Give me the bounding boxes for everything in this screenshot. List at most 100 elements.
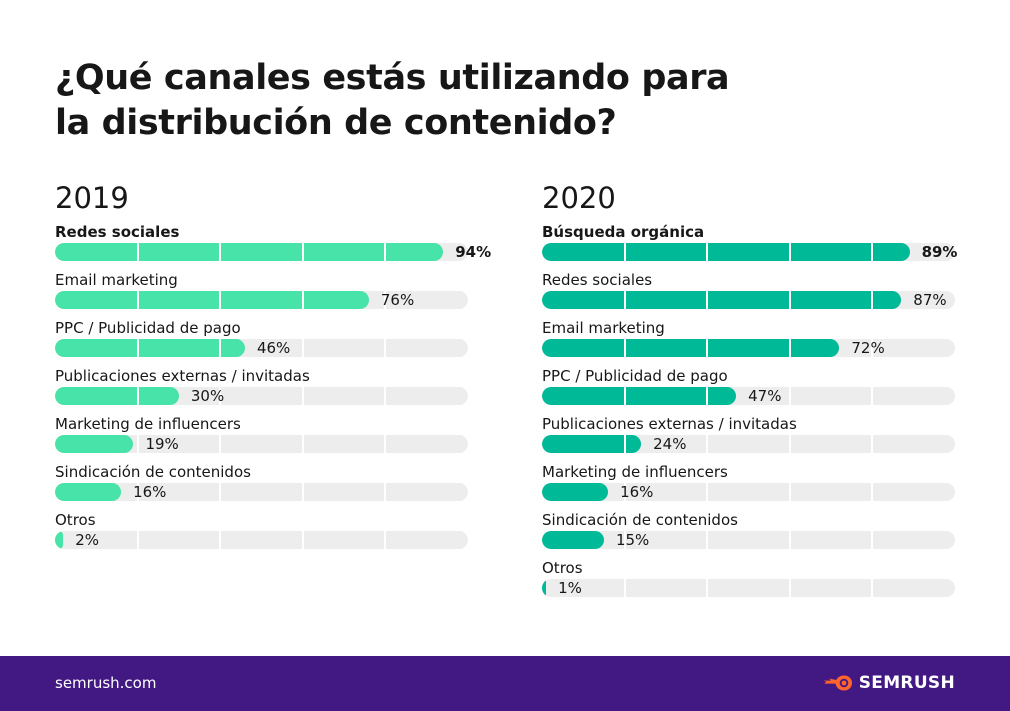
gridline bbox=[623, 483, 626, 501]
bar-label: Publicaciones externas / invitadas bbox=[542, 415, 797, 433]
bar bbox=[55, 435, 134, 453]
gridline bbox=[384, 435, 387, 453]
gridline bbox=[219, 483, 222, 501]
chart-2020-bars: Búsqueda orgánica 89% Redes sociales 87% Ema… bbox=[542, 220, 958, 604]
bar-label: Sindicación de contenidos bbox=[542, 511, 738, 529]
bar-row-2020: Marketing de influencers 16% bbox=[542, 460, 955, 508]
chart-2019-bars: Redes sociales 94% Email marketing 76% PPC /… bbox=[55, 220, 491, 556]
gridline bbox=[788, 243, 791, 261]
gridline bbox=[871, 435, 874, 453]
bar-label: PPC / Publicidad de pago bbox=[542, 367, 728, 385]
gridline bbox=[871, 531, 874, 549]
bar-track bbox=[55, 243, 468, 261]
footer-site-link[interactable]: semrush.com bbox=[55, 674, 157, 692]
bar-row-2019: Otros 2% bbox=[55, 508, 468, 556]
gridline bbox=[384, 291, 387, 309]
bar-label: Otros bbox=[55, 511, 96, 529]
bar-track bbox=[55, 435, 468, 453]
chart-2019: 2019 Redes sociales 94% Email marketing 76%… bbox=[55, 180, 491, 556]
bar-value-label: 16% bbox=[133, 483, 167, 501]
bar-track bbox=[55, 291, 468, 309]
title-line-2: la distribución de contenido? bbox=[55, 103, 617, 143]
bar bbox=[542, 531, 604, 549]
gridline bbox=[301, 339, 304, 357]
bar-row-2020: PPC / Publicidad de pago 47% bbox=[542, 364, 955, 412]
bar-label: Búsqueda orgánica bbox=[542, 223, 705, 241]
bar bbox=[55, 339, 245, 357]
bar-row-2020: Publicaciones externas / invitadas 24% bbox=[542, 412, 955, 460]
bar-value-label: 72% bbox=[851, 339, 885, 357]
bar-label: Publicaciones externas / invitadas bbox=[55, 367, 310, 385]
gridline bbox=[136, 483, 139, 501]
bar-value-label: 30% bbox=[190, 387, 225, 405]
gridline bbox=[788, 483, 791, 501]
bar-label: PPC / Publicidad de pago bbox=[55, 319, 241, 337]
gridline bbox=[871, 339, 874, 357]
bar bbox=[542, 339, 840, 357]
gridline bbox=[301, 435, 304, 453]
bar-value-label: 47% bbox=[748, 387, 782, 405]
bar-row-2020: Email marketing 72% bbox=[542, 316, 955, 364]
gridline bbox=[706, 387, 709, 405]
bar bbox=[542, 483, 609, 501]
bar-value-label: 16% bbox=[620, 483, 654, 501]
bar-row-2019: Marketing de influencers 19% bbox=[55, 412, 468, 460]
bar-track bbox=[542, 243, 955, 261]
bar-value-label: 19% bbox=[145, 435, 179, 453]
gridline bbox=[623, 435, 626, 453]
bar-value-label: 1% bbox=[558, 579, 582, 597]
gridline bbox=[871, 387, 874, 405]
footer-bar: semrush.com SEMRUSH bbox=[0, 656, 1010, 711]
gridline bbox=[706, 339, 709, 357]
semrush-logo: SEMRUSH bbox=[823, 673, 955, 693]
bar-track bbox=[55, 531, 468, 549]
gridline bbox=[384, 387, 387, 405]
bar-track bbox=[55, 339, 468, 357]
bar bbox=[542, 387, 737, 405]
brand-name: SEMRUSH bbox=[858, 673, 955, 693]
gridline bbox=[623, 243, 626, 261]
gridline bbox=[301, 243, 304, 261]
bar-label: Sindicación de contenidos bbox=[55, 463, 251, 481]
gridline bbox=[788, 435, 791, 453]
bar bbox=[542, 579, 547, 597]
gridline bbox=[301, 387, 304, 405]
gridline bbox=[788, 387, 791, 405]
bar-track bbox=[55, 483, 468, 501]
bar-value-label: 24% bbox=[653, 435, 687, 453]
gridline bbox=[384, 339, 387, 357]
gridline bbox=[788, 531, 791, 549]
bar-row-2020: Redes sociales 87% bbox=[542, 268, 955, 316]
bar-label: Email marketing bbox=[55, 271, 178, 289]
gridline bbox=[301, 531, 304, 549]
bar-track bbox=[542, 387, 955, 405]
bar-track bbox=[542, 483, 955, 501]
gridline bbox=[623, 531, 626, 549]
gridline bbox=[706, 243, 709, 261]
bar-row-2020: Búsqueda orgánica 89% bbox=[542, 220, 958, 268]
gridline bbox=[219, 435, 222, 453]
bar-label: Email marketing bbox=[542, 319, 665, 337]
bar-label: Marketing de influencers bbox=[542, 463, 728, 481]
gridline bbox=[136, 435, 139, 453]
gridline bbox=[219, 291, 222, 309]
bar bbox=[55, 531, 64, 549]
bar-value-label: 46% bbox=[256, 339, 291, 357]
title-line-1: ¿Qué canales estás utilizando para bbox=[55, 58, 730, 98]
bar-track bbox=[55, 387, 468, 405]
chart-2020-title: 2020 bbox=[542, 181, 616, 215]
gridline bbox=[219, 243, 222, 261]
bar-row-2019: Redes sociales 94% bbox=[55, 220, 491, 268]
bar-value-label: 89% bbox=[921, 243, 958, 261]
bar-value-label: 2% bbox=[75, 531, 100, 549]
gridline bbox=[384, 483, 387, 501]
gridline bbox=[706, 579, 709, 597]
bar bbox=[55, 483, 122, 501]
bar-track bbox=[542, 531, 955, 549]
gridline bbox=[871, 291, 874, 309]
gridline bbox=[301, 291, 304, 309]
gridline bbox=[623, 291, 626, 309]
semrush-fire-icon bbox=[823, 675, 852, 691]
gridline bbox=[623, 579, 626, 597]
gridline bbox=[384, 531, 387, 549]
